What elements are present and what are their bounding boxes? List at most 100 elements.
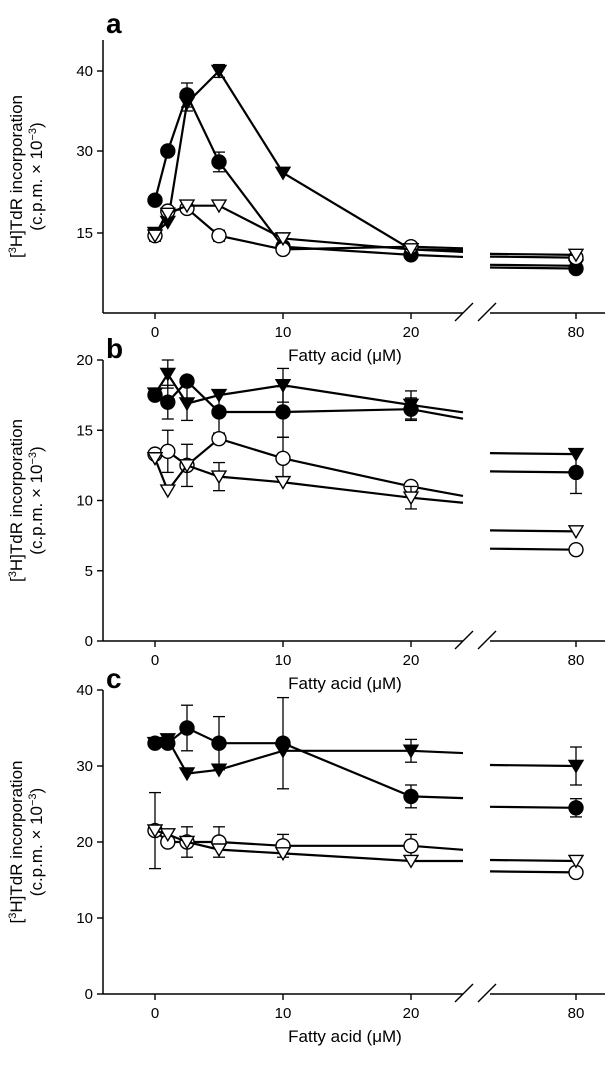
x-tick-label: 10 bbox=[275, 324, 292, 341]
series-filled-triangle bbox=[146, 359, 585, 462]
data-point bbox=[568, 464, 584, 481]
panel-letter: a bbox=[106, 8, 122, 39]
data-point bbox=[147, 192, 163, 208]
axis-break-mark bbox=[477, 630, 497, 650]
y-tick-label: 15 bbox=[76, 225, 93, 242]
data-point bbox=[160, 143, 176, 159]
x-axis-label: Fatty acid (μM) bbox=[288, 1027, 402, 1046]
data-point bbox=[568, 541, 584, 558]
data-point bbox=[210, 388, 228, 403]
series-line-right bbox=[489, 452, 577, 456]
data-point bbox=[160, 394, 176, 410]
axis-break-mark bbox=[454, 302, 474, 322]
series-line bbox=[154, 372, 464, 414]
panel-a: a 15 30 40 0 10 20 80 Fatty acid (μM) [3H]TdR inc… bbox=[7, 8, 605, 365]
data-point bbox=[567, 759, 585, 774]
data-point bbox=[146, 824, 164, 839]
series-line bbox=[155, 726, 464, 800]
data-point bbox=[178, 459, 196, 474]
data-point bbox=[211, 154, 227, 170]
y-tick-label: 0 bbox=[85, 986, 93, 1003]
data-point bbox=[402, 398, 420, 413]
y-tick-label: 15 bbox=[76, 422, 93, 439]
data-point bbox=[146, 736, 164, 751]
data-point bbox=[178, 835, 196, 850]
panel-b: b 0 5 10 15 20 0 10 20 80 Fatty acid (μM) [3H]TdR i… bbox=[7, 333, 605, 693]
panel-letter: b bbox=[106, 333, 123, 364]
x-tick-label: 0 bbox=[151, 652, 159, 669]
y-tick-label: 10 bbox=[76, 493, 93, 510]
data-point bbox=[159, 367, 177, 382]
data-point bbox=[179, 373, 195, 389]
x-tick-label: 10 bbox=[275, 1005, 292, 1022]
series-open-circle bbox=[147, 791, 584, 881]
data-point bbox=[402, 243, 420, 258]
series-filled-circle bbox=[147, 696, 584, 818]
y-tick-label: 10 bbox=[76, 910, 93, 927]
data-point bbox=[403, 788, 419, 805]
data-point bbox=[274, 166, 292, 181]
data-point bbox=[178, 199, 196, 214]
x-tick-label: 20 bbox=[403, 1005, 420, 1022]
data-point bbox=[210, 763, 228, 778]
data-point bbox=[402, 491, 420, 506]
data-point bbox=[403, 838, 419, 854]
series-line bbox=[154, 69, 464, 253]
data-point bbox=[210, 199, 228, 214]
data-point bbox=[159, 207, 177, 222]
data-point bbox=[146, 229, 164, 244]
data-point bbox=[210, 64, 228, 79]
series-line-right bbox=[489, 263, 577, 267]
series-line-right bbox=[489, 763, 577, 768]
axis-break-mark bbox=[477, 302, 497, 322]
data-point bbox=[146, 452, 164, 467]
panel-c: c 0 10 20 30 40 0 10 20 80 Fatty acid (μM) [3H]TdR … bbox=[7, 663, 605, 1046]
data-point bbox=[210, 470, 228, 485]
data-point bbox=[274, 378, 292, 393]
x-tick-label: 10 bbox=[275, 652, 292, 669]
data-point bbox=[275, 404, 291, 420]
y-tick-label: 5 bbox=[85, 563, 93, 580]
x-tick-label: 20 bbox=[403, 324, 420, 341]
data-point bbox=[274, 847, 292, 862]
data-point bbox=[146, 387, 164, 402]
series-open-triangle bbox=[146, 199, 585, 263]
data-point bbox=[567, 854, 585, 869]
data-point bbox=[211, 430, 227, 447]
data-point bbox=[402, 854, 420, 869]
x-tick-label: 0 bbox=[151, 324, 159, 341]
data-point bbox=[275, 450, 291, 467]
series-line-right bbox=[489, 805, 577, 809]
data-point bbox=[210, 843, 228, 858]
x-tick-label: 80 bbox=[568, 1005, 585, 1022]
series-open-circle bbox=[147, 429, 584, 558]
x-tick-label: 0 bbox=[151, 1005, 159, 1022]
data-point bbox=[159, 828, 177, 843]
data-point bbox=[274, 475, 292, 490]
data-point bbox=[159, 733, 177, 748]
data-point bbox=[274, 232, 292, 247]
y-tick-label: 40 bbox=[76, 682, 93, 699]
series-open-triangle bbox=[146, 452, 585, 540]
data-point bbox=[402, 744, 420, 759]
data-point bbox=[211, 404, 227, 420]
axis-break-mark bbox=[477, 983, 497, 1003]
y-tick-label: 30 bbox=[76, 143, 93, 160]
data-point bbox=[567, 447, 585, 462]
y-tick-label: 0 bbox=[85, 633, 93, 650]
y-tick-label: 20 bbox=[76, 352, 93, 369]
series-line-right bbox=[489, 529, 577, 533]
panel-letter: c bbox=[106, 663, 122, 694]
y-tick-label: 40 bbox=[76, 63, 93, 80]
x-axis-label: Fatty acid (μM) bbox=[288, 674, 402, 693]
series-open-triangle bbox=[146, 824, 585, 869]
y-axis-label-units: (c.p.m. × 10−3) bbox=[27, 122, 46, 230]
data-point bbox=[178, 767, 196, 782]
series-line bbox=[153, 92, 464, 259]
series-line-right bbox=[489, 470, 577, 474]
y-axis-label-units: (c.p.m. × 10−3) bbox=[27, 788, 46, 896]
data-point bbox=[159, 484, 177, 499]
y-tick-label: 20 bbox=[76, 834, 93, 851]
data-point bbox=[160, 443, 176, 460]
